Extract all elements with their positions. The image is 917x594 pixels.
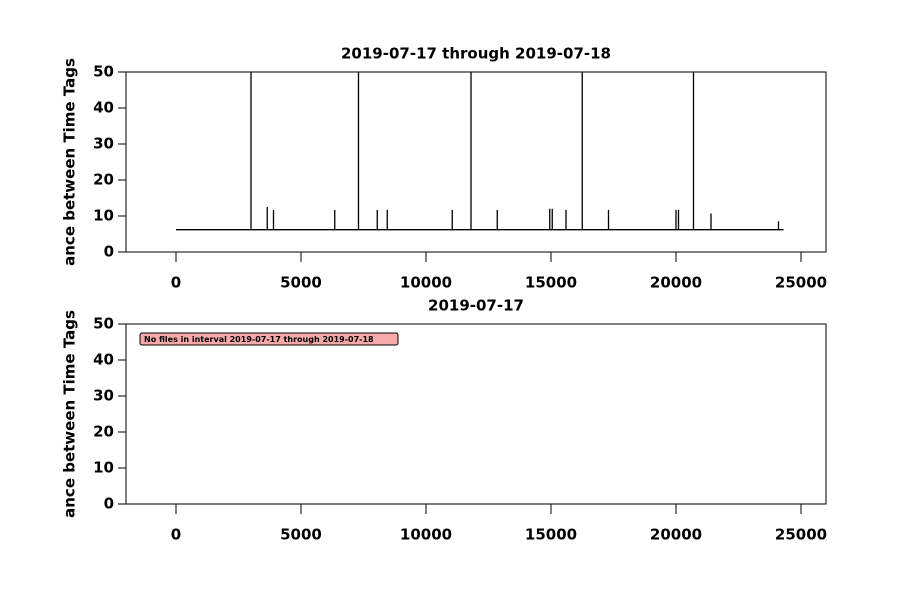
y-tick-label: 40 [93, 351, 114, 369]
y-tick-label: 0 [104, 495, 114, 513]
chart-title: 2019-07-17 [428, 297, 524, 315]
x-tick-label: 25000 [775, 274, 827, 292]
x-tick-label: 10000 [400, 526, 452, 544]
x-tick-label: 5000 [280, 526, 322, 544]
annotation-box [139, 332, 399, 346]
y-tick-label: 30 [93, 387, 114, 405]
x-tick-label: 0 [171, 526, 181, 544]
y-tick-label: 20 [93, 171, 114, 189]
plot-frame [125, 323, 827, 505]
data-line [176, 72, 784, 231]
x-tick-label: 15000 [525, 274, 577, 292]
chart-title: 2019-07-17 through 2019-07-18 [341, 45, 611, 63]
y-axis-label: ance between Time Tags [61, 58, 79, 266]
x-tick-label: 10000 [400, 274, 452, 292]
x-tick-label: 20000 [650, 526, 702, 544]
y-tick-label: 30 [93, 135, 114, 153]
plot-frame [125, 71, 827, 253]
y-tick-label: 10 [93, 207, 114, 225]
x-tick-label: 5000 [280, 274, 322, 292]
y-tick-label: 0 [104, 243, 114, 261]
y-tick-label: 50 [93, 315, 114, 333]
y-tick-label: 20 [93, 423, 114, 441]
y-tick-label: 50 [93, 63, 114, 81]
x-tick-label: 0 [171, 274, 181, 292]
y-tick-label: 40 [93, 99, 114, 117]
y-tick-label: 10 [93, 459, 114, 477]
y-axis-label: ance between Time Tags [61, 310, 79, 518]
x-tick-label: 20000 [650, 274, 702, 292]
annotation: No files in interval 2019-07-17 through … [144, 335, 374, 344]
x-tick-label: 15000 [525, 526, 577, 544]
x-tick-label: 25000 [775, 526, 827, 544]
